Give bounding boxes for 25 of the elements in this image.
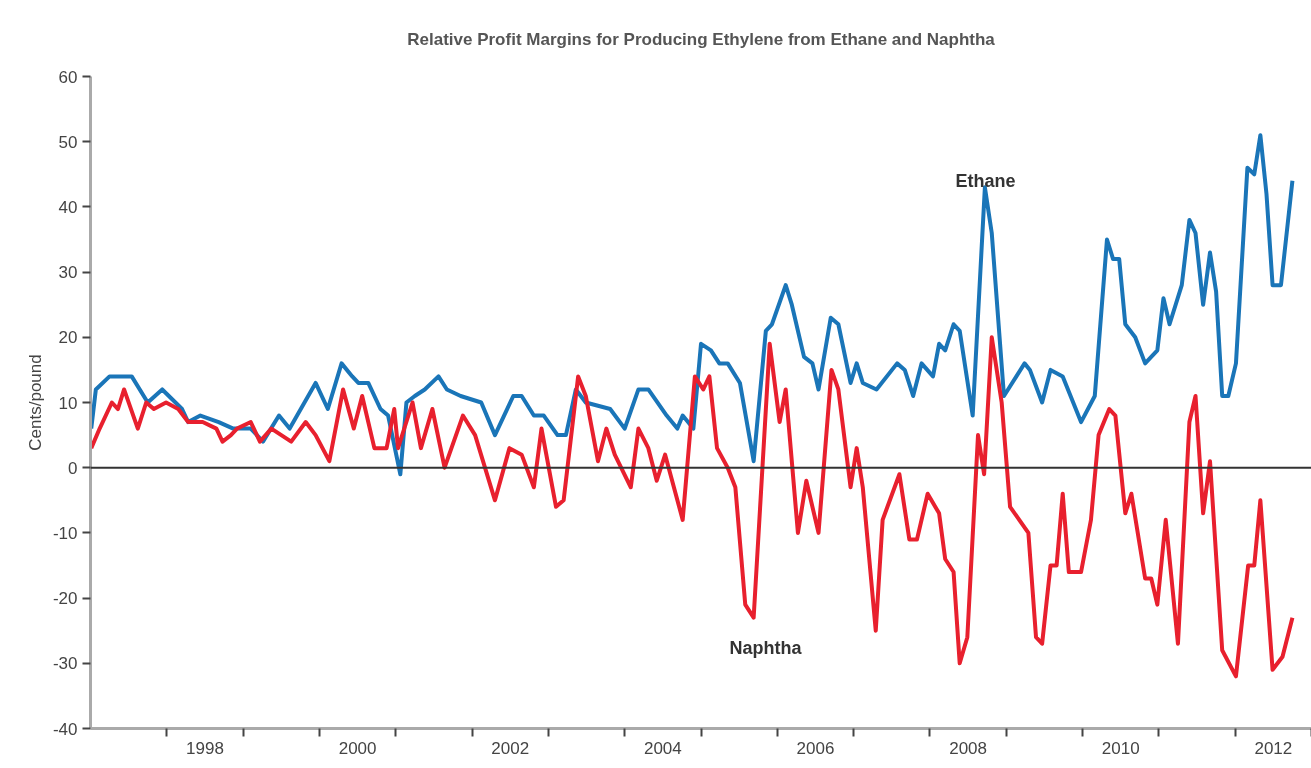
y-axis-title: Cents/pound (25, 354, 45, 451)
x-tick-label: 1998 (186, 738, 224, 758)
y-tick-label: 0 (68, 458, 78, 478)
y-tick-label: 40 (58, 197, 78, 217)
x-tick-label: 2002 (491, 738, 530, 758)
annotation: Naphtha (729, 637, 803, 658)
chart-title: Relative Profit Margins for Producing Ethylene from Ethane and Naphtha (407, 30, 996, 49)
annotation: Ethane (955, 170, 1016, 191)
x-tick-label: 2000 (338, 738, 377, 758)
y-tick-label: 30 (58, 263, 78, 283)
y-tick-label: -20 (52, 589, 78, 609)
x-tick-label: 2006 (796, 738, 835, 758)
x-tick-label: 2004 (643, 738, 682, 758)
line-series (90, 335, 1295, 679)
x-tick-label: 2010 (1101, 738, 1140, 758)
y-tick-label: -10 (52, 523, 78, 543)
y-tick-label: -30 (52, 654, 78, 674)
y-tick-label: -40 (52, 719, 78, 739)
x-tick-label: 2008 (949, 738, 988, 758)
line-series (90, 133, 1295, 477)
y-tick-label: 20 (58, 328, 78, 348)
y-tick-label: 50 (58, 132, 78, 152)
y-tick-label: 10 (58, 393, 78, 413)
x-tick-label: 2012 (1254, 738, 1293, 758)
y-tick-label: 60 (58, 67, 78, 87)
